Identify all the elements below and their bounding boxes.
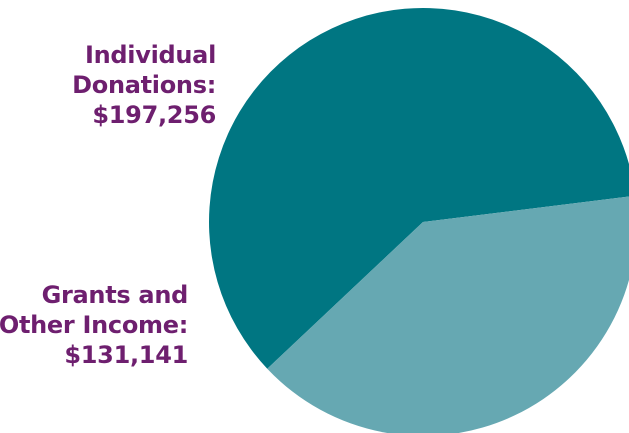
slice-label-grants-line-1: Grants and	[41, 281, 189, 309]
slice-label-individual-donations-line-1: Individual	[85, 41, 216, 69]
slice-label-individual-donations-line-2: Donations:	[72, 71, 216, 99]
slice-label-grants-and-other-income: Grants and Other Income: $131,141	[0, 280, 188, 370]
slice-label-grants-line-3: $131,141	[64, 341, 188, 369]
slice-grants-and-other-income	[267, 196, 629, 433]
pie-slices	[209, 8, 629, 433]
slice-label-individual-donations: Individual Donations: $197,256	[72, 40, 216, 130]
slice-individual-donations	[209, 8, 629, 369]
slice-label-individual-donations-line-3: $197,256	[92, 101, 216, 129]
slice-label-grants-line-2: Other Income:	[0, 311, 188, 339]
